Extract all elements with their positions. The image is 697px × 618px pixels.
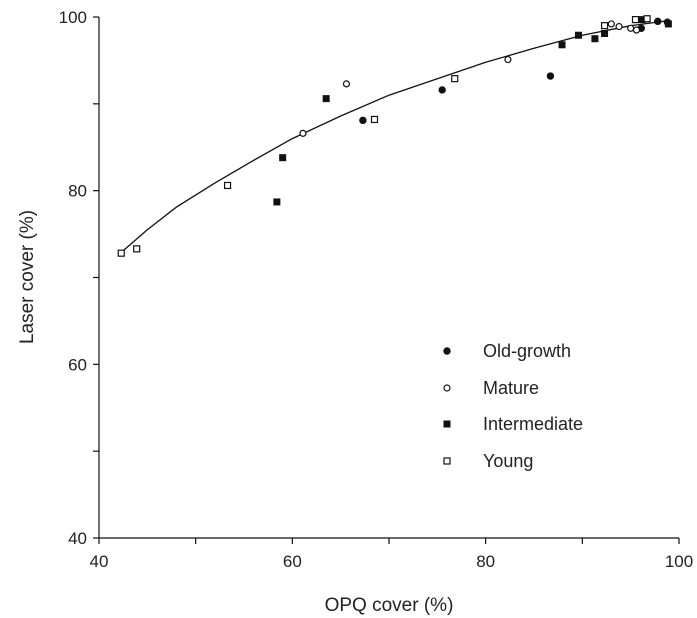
data-point-intermediate <box>664 20 672 28</box>
x-tick-label: 80 <box>476 552 495 571</box>
data-point-old-growth <box>546 72 555 80</box>
data-point-young <box>451 75 459 83</box>
y-tick-label: 80 <box>68 182 87 201</box>
data-point-young <box>643 15 651 23</box>
x-tick-label: 60 <box>283 552 302 571</box>
axis-ticks: 40 60 80 100 40 60 80 100 <box>59 8 694 571</box>
x-tick-label: 40 <box>90 552 109 571</box>
legend-label-old-growth: Old-growth <box>483 341 571 361</box>
data-point-intermediate <box>273 198 281 206</box>
data-point-intermediate <box>638 16 646 24</box>
data-point-mature <box>299 129 307 137</box>
data-points <box>117 15 672 257</box>
legend-marker-old-growth <box>443 347 451 355</box>
legend-marker-intermediate <box>443 420 451 428</box>
data-point-old-growth <box>359 116 367 125</box>
legend-label-mature: Mature <box>483 378 539 398</box>
data-point-mature <box>504 55 512 64</box>
data-point-young <box>631 16 640 24</box>
data-point-young <box>600 22 609 30</box>
legend-item-old-growth: Old-growth <box>443 341 571 361</box>
data-point-mature <box>627 24 635 32</box>
data-point-mature <box>342 80 351 88</box>
data-point-intermediate <box>574 31 582 39</box>
data-point-old-growth <box>438 86 446 94</box>
legend-label-young: Young <box>483 451 533 471</box>
legend-label-intermediate: Intermediate <box>483 414 583 434</box>
y-tick-label: 60 <box>68 355 87 374</box>
legend-item-young: Young <box>443 451 533 471</box>
data-point-mature <box>607 20 615 28</box>
x-tick-label: 100 <box>665 552 693 571</box>
fit-line-group <box>117 19 670 256</box>
data-point-intermediate <box>322 95 330 103</box>
data-point-old-growth <box>654 17 662 26</box>
legend: Old-growth Mature Intermediate Young <box>443 341 583 471</box>
fit-line <box>117 19 670 256</box>
data-point-mature <box>632 26 641 34</box>
data-point-intermediate <box>591 35 599 43</box>
x-axis-title: OPQ cover (%) <box>325 595 454 616</box>
data-point-young <box>133 245 141 253</box>
y-tick-label: 40 <box>68 529 87 548</box>
legend-marker-young <box>443 457 451 465</box>
data-point-intermediate <box>558 41 566 49</box>
legend-marker-mature <box>443 384 451 392</box>
y-axis-title: Laser cover (%) <box>17 210 38 344</box>
y-tick-label: 100 <box>59 8 87 27</box>
legend-item-mature: Mature <box>443 378 539 398</box>
data-point-young <box>370 115 379 124</box>
legend-item-intermediate: Intermediate <box>443 414 583 434</box>
data-point-young <box>117 249 125 257</box>
data-point-intermediate <box>279 154 287 162</box>
data-point-young <box>223 181 232 190</box>
data-point-mature <box>615 22 623 31</box>
data-point-intermediate <box>601 29 609 37</box>
